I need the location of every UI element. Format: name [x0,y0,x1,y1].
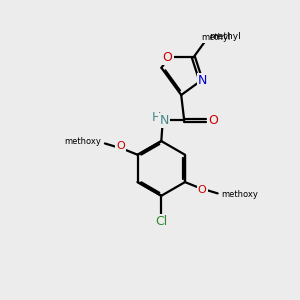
Text: methyl: methyl [209,32,241,41]
Text: methoxy: methoxy [64,137,101,146]
Text: O: O [163,51,172,64]
Text: N: N [198,74,207,87]
Text: O: O [208,114,218,127]
Text: H: H [152,111,161,124]
Text: Cl: Cl [155,215,167,228]
Text: N: N [160,114,169,127]
Text: O: O [198,185,207,195]
Text: O: O [116,141,125,152]
Text: methyl: methyl [201,33,230,42]
Text: methoxy: methoxy [221,190,258,200]
